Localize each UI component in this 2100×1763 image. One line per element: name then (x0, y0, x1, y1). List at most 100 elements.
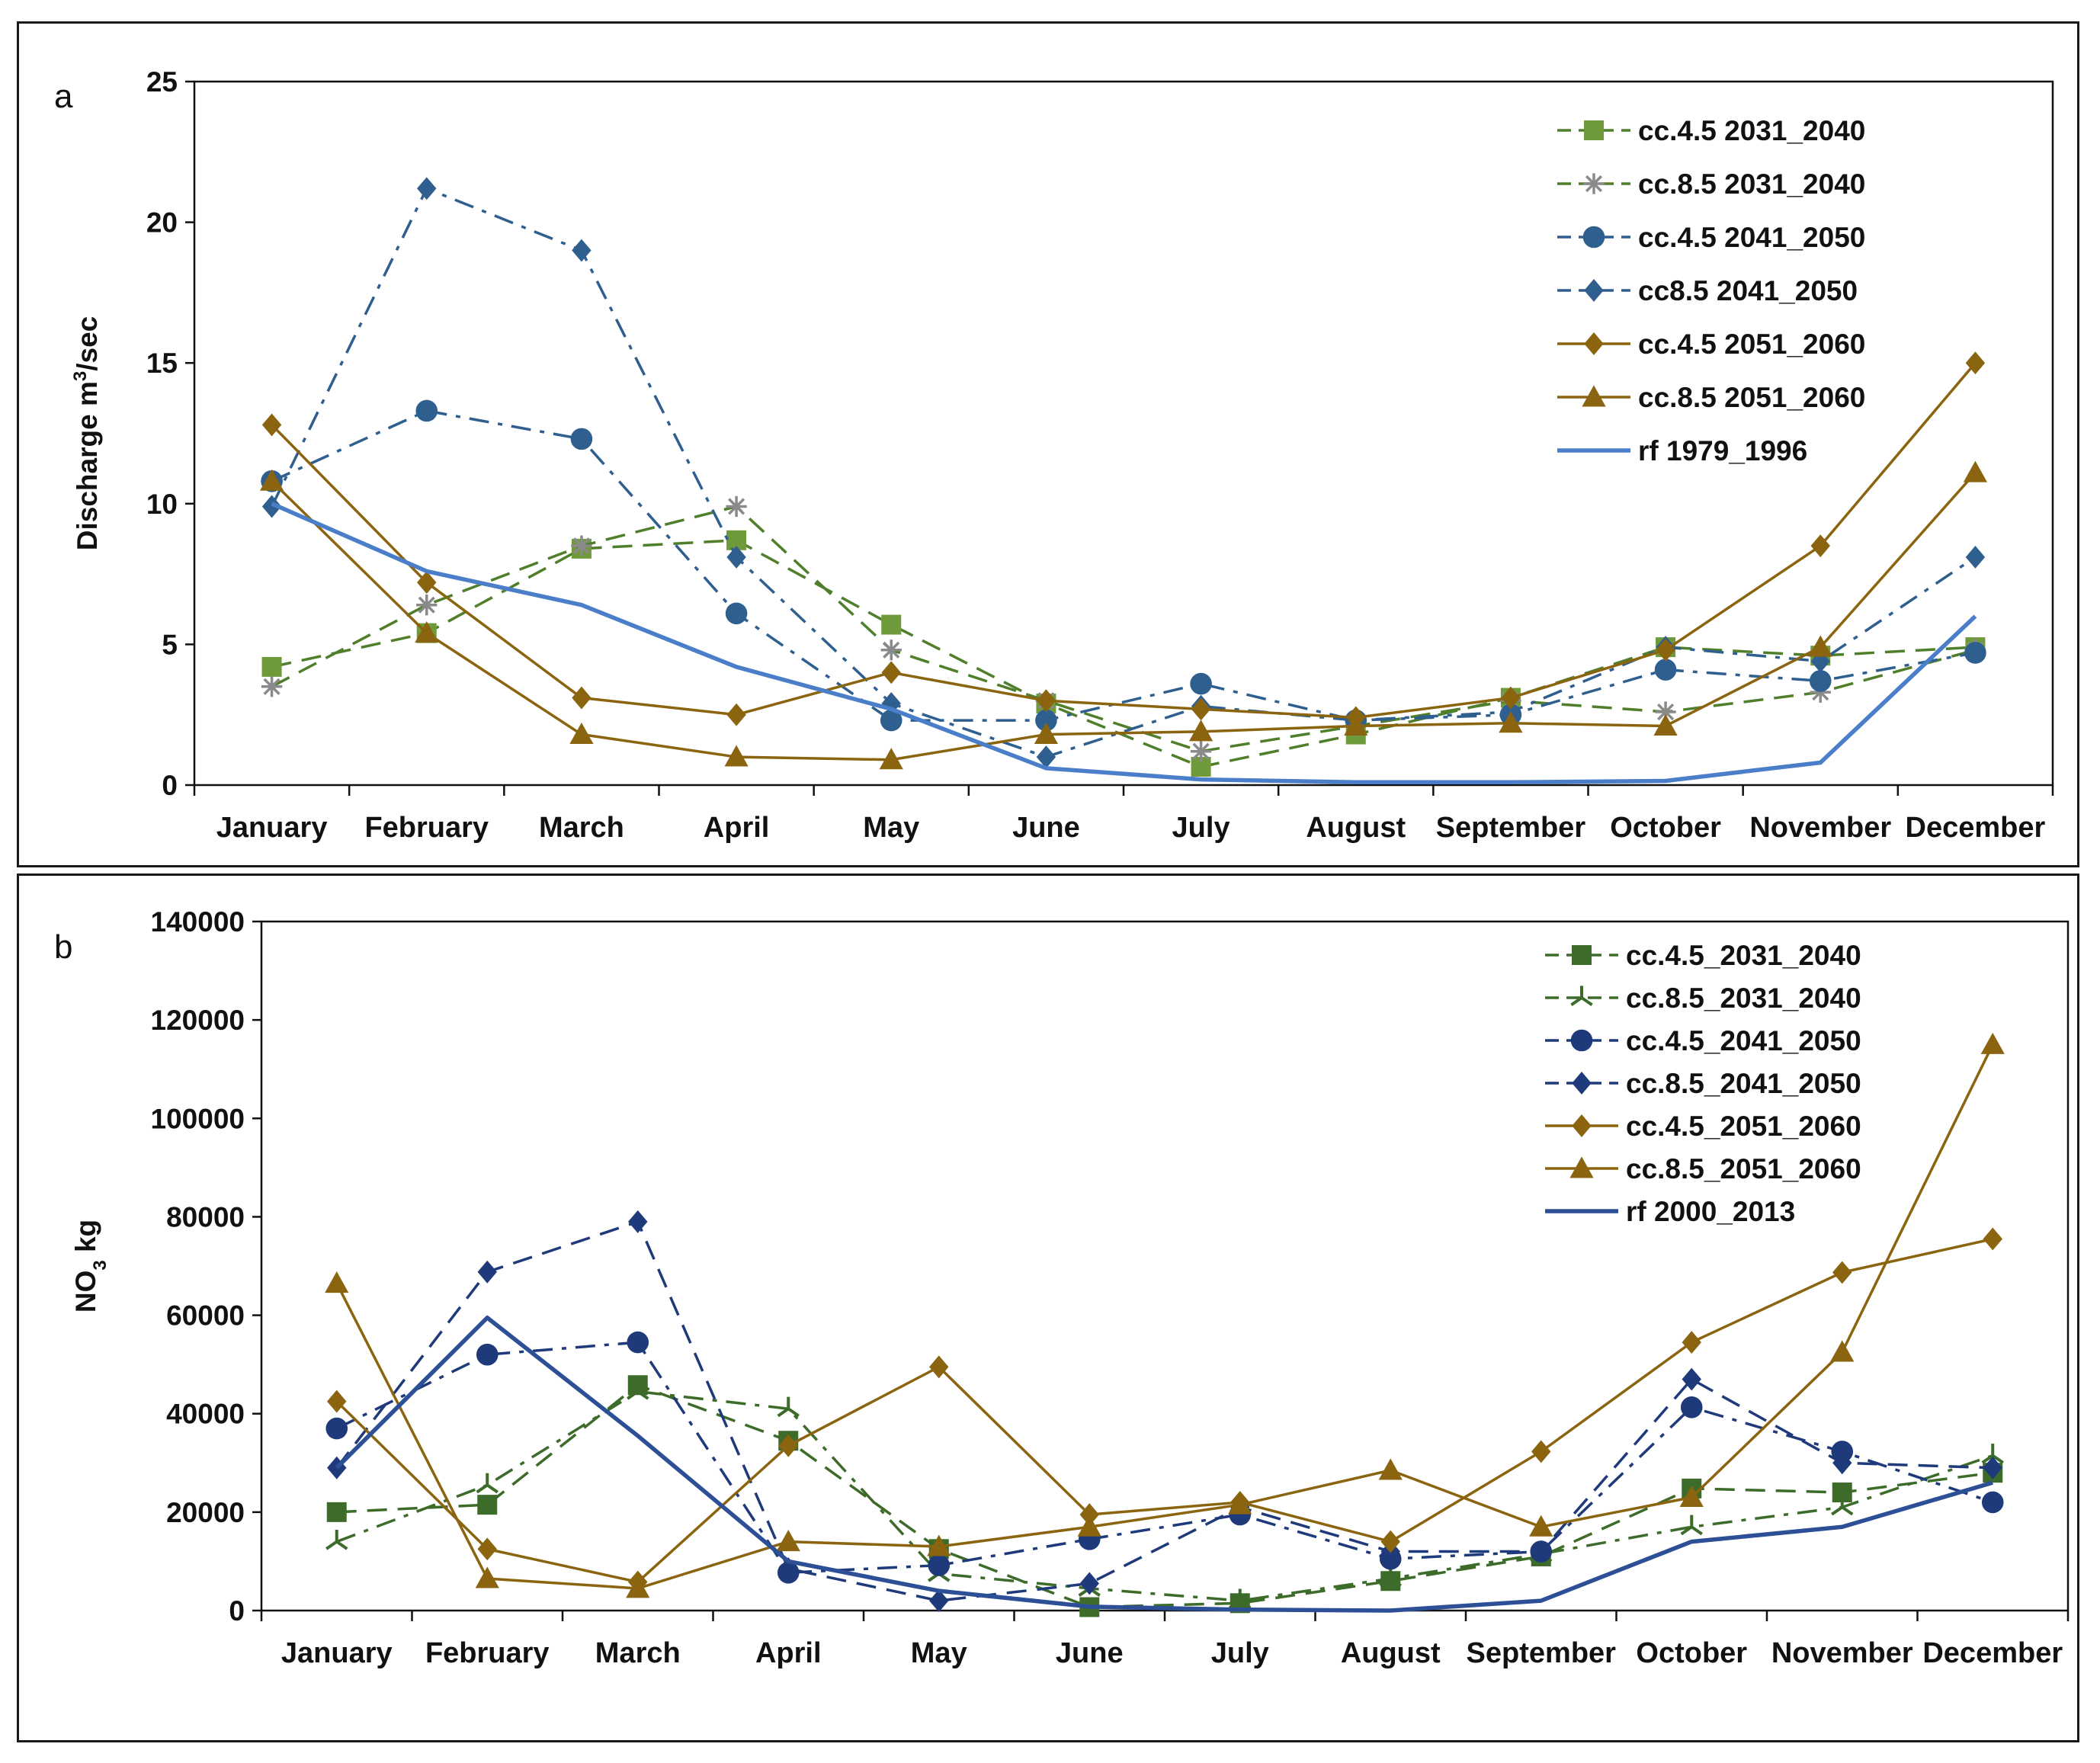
chart-b: 0 20000 40000 60000 80000 100000 120000 140000 J… (54, 906, 2070, 1669)
data-point (569, 722, 594, 745)
data-point (880, 639, 902, 661)
data-point (776, 1530, 800, 1552)
legend-marker (1569, 1156, 1594, 1178)
data-point (477, 1260, 497, 1284)
series-line (335, 1220, 1993, 1602)
series-line (271, 502, 1977, 785)
x-tick-label: July (1172, 812, 1230, 844)
chart-a: 0 5 10 15 20 25 January February March April May Ju… (54, 66, 2054, 844)
data-point (1965, 545, 1986, 569)
data-point (476, 1343, 499, 1366)
panel-label: a (54, 78, 73, 115)
data-point (1832, 1261, 1852, 1284)
x-tick-label: December (1922, 1637, 2063, 1669)
data-point (1077, 1515, 1101, 1537)
series-2 (261, 399, 1986, 732)
y-tick-label: 60000 (166, 1300, 245, 1332)
panel-label: b (54, 928, 72, 966)
series-6 (271, 502, 1977, 785)
data-point (477, 1495, 498, 1515)
data-point (415, 399, 438, 422)
x-tick-label: June (1012, 812, 1080, 844)
data-point (572, 239, 592, 262)
data-point (1531, 1440, 1551, 1463)
data-point (417, 177, 437, 200)
data-point (261, 413, 282, 437)
legend-label: cc.4.5 2051_2060 (1638, 329, 1865, 360)
data-point (1981, 1444, 2004, 1464)
x-tick-label: March (595, 1637, 681, 1669)
data-point (880, 709, 903, 732)
data-point (261, 676, 283, 697)
y-axis-label: NO3 kg (70, 1220, 111, 1313)
data-point (1499, 711, 1523, 733)
data-point (416, 595, 438, 616)
data-point (627, 1331, 649, 1354)
data-point (725, 602, 748, 625)
series-line (335, 1043, 1994, 1590)
data-point (1035, 709, 1057, 732)
legend-label: cc.4.5_2031_2040 (1626, 940, 1861, 971)
data-point (1809, 670, 1832, 692)
data-point (1653, 713, 1678, 736)
y-tick-label: 20 (146, 207, 178, 239)
data-point (415, 621, 439, 643)
data-point (261, 656, 282, 677)
legend-label: cc.4.5 2041_2050 (1638, 222, 1865, 253)
legend-label: cc.8.5 2051_2060 (1638, 382, 1865, 413)
data-point (724, 745, 749, 767)
y-tick-label: 20000 (166, 1497, 245, 1528)
data-point (726, 703, 746, 726)
series-line (335, 1237, 1993, 1584)
x-tick-label: February (425, 1637, 550, 1669)
y-tick-label: 25 (146, 66, 178, 98)
y-tick-label: 40000 (166, 1399, 245, 1430)
legend-label: cc.8.5_2051_2060 (1626, 1153, 1861, 1184)
data-point (1529, 1515, 1553, 1537)
x-tick-label: August (1306, 812, 1406, 844)
data-point (1964, 642, 1986, 664)
data-point (881, 661, 901, 684)
x-tick-label: June (1056, 1637, 1124, 1669)
legend-marker (1570, 1029, 1593, 1052)
data-point (261, 495, 282, 518)
legend-marker (1584, 120, 1604, 140)
data-point (1229, 1588, 1252, 1610)
series-4 (261, 351, 1986, 729)
data-point (1679, 1485, 1704, 1507)
x-tick-label: January (281, 1637, 393, 1669)
series-line (271, 472, 1977, 761)
data-point (627, 1380, 649, 1400)
data-point (1830, 1340, 1855, 1362)
legend-marker (1584, 279, 1604, 302)
series-3 (261, 177, 1986, 769)
legend-marker (1583, 173, 1605, 194)
series-line (335, 1341, 1993, 1575)
y-tick-label: 80000 (166, 1201, 245, 1232)
x-tick-label: September (1467, 1637, 1617, 1669)
data-point (327, 1456, 347, 1479)
data-point (626, 1576, 650, 1598)
data-point (1810, 534, 1830, 558)
data-point (1680, 1515, 1703, 1536)
data-point (628, 1210, 648, 1233)
data-point (572, 686, 592, 710)
legend-marker (1572, 945, 1592, 965)
data-point (1654, 659, 1677, 681)
data-point (1079, 1572, 1099, 1595)
data-point (726, 545, 746, 569)
series-5 (259, 460, 1988, 770)
legend-label: cc8.5 2041_2050 (1638, 275, 1858, 306)
series-6 (335, 1316, 1994, 1613)
y-tick-label: 100000 (151, 1103, 245, 1134)
legend-marker (1584, 332, 1604, 355)
data-point (1034, 722, 1059, 745)
data-point (1965, 351, 1986, 375)
data-point (417, 571, 437, 595)
legend-marker (1570, 986, 1593, 1007)
legend-marker (1572, 1114, 1592, 1137)
y-tick-label: 0 (229, 1595, 245, 1627)
series-3 (327, 1210, 2002, 1613)
data-point (325, 1530, 348, 1550)
panel-b: 0 20000 40000 60000 80000 100000 120000 140000 J… (17, 873, 2079, 1742)
